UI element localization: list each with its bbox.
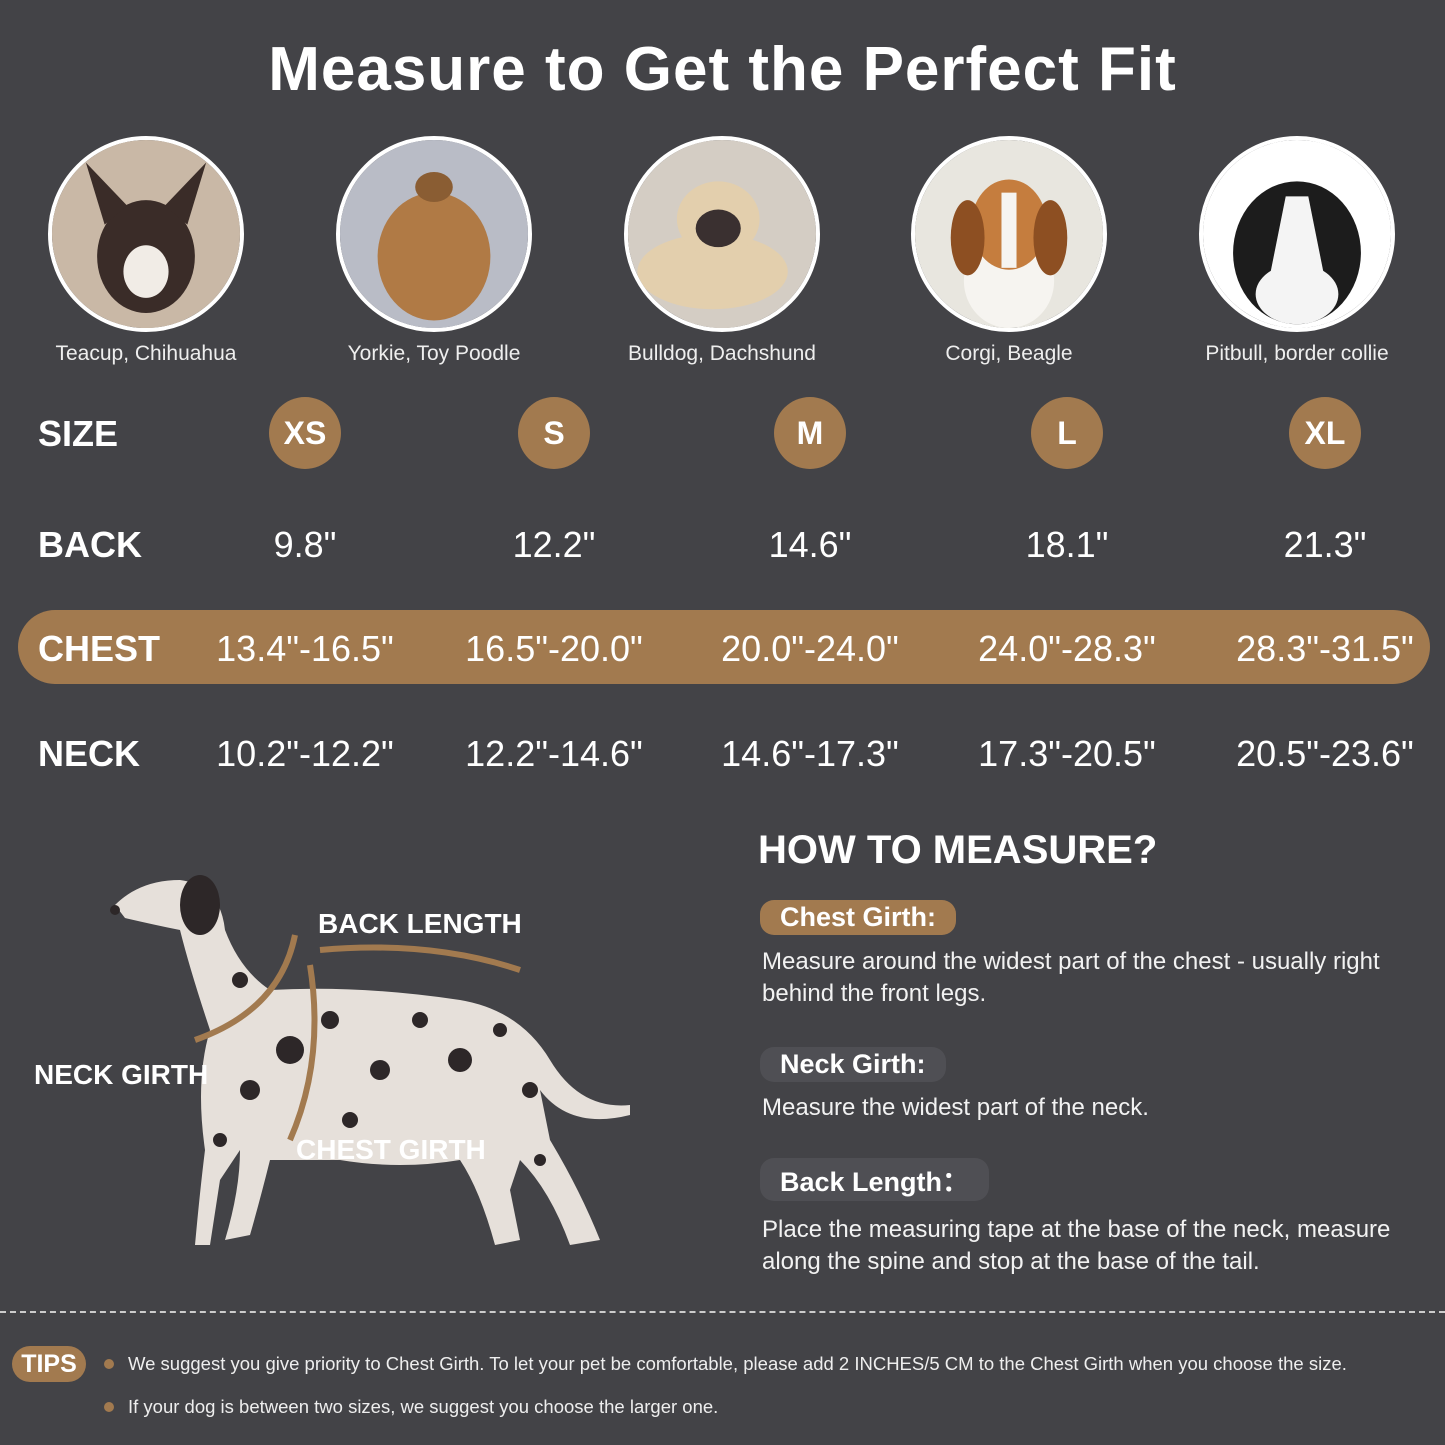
page-title: Measure to Get the Perfect Fit (268, 35, 1177, 104)
chest-row-label: CHEST (38, 628, 161, 669)
size-badge: S (518, 397, 590, 469)
bullet-icon (104, 1359, 114, 1369)
chest-value: 13.4"-16.5" (216, 628, 394, 669)
neck-girth-description: Measure the widest part of the neck. (762, 1094, 1149, 1121)
neck-value: 14.6"-17.3" (721, 733, 899, 774)
tip-text: We suggest you give priority to Chest Gi… (128, 1353, 1347, 1374)
back-length-label: BACK LENGTH (318, 908, 522, 939)
chest-girth-pill: Chest Girth: (760, 900, 957, 935)
breed-label: Corgi, Beagle (945, 342, 1073, 365)
tip-text: If your dog is between two sizes, we sug… (128, 1396, 719, 1417)
back-row-label: BACK (38, 524, 142, 565)
chest-row-highlight (18, 610, 1430, 684)
bullet-icon (104, 1402, 114, 1412)
chest-girth-description: Measure around the widest part of the ch… (762, 948, 1380, 1007)
chest-girth-label: CHEST GIRTH (296, 1134, 486, 1165)
neck-row-label: NECK (38, 733, 141, 774)
neck-value: 10.2"-12.2" (216, 733, 394, 774)
chest-value: 24.0"-28.3" (978, 628, 1156, 669)
neck-value: 17.3"-20.5" (978, 733, 1156, 774)
back-value: 21.3" (1283, 524, 1367, 565)
breed-label: Bulldog, Dachshund (628, 342, 816, 365)
pug-photo (624, 136, 820, 332)
neck-girth-pill: Neck Girth: (760, 1047, 946, 1082)
back-value: 12.2" (512, 524, 596, 565)
size-row-label: SIZE (38, 413, 119, 454)
chest-value: 28.3"-31.5" (1236, 628, 1414, 669)
size-badge: M (774, 397, 846, 469)
tip-item: We suggest you give priority to Chest Gi… (104, 1353, 1347, 1375)
chihuahua-photo (48, 136, 244, 332)
breed-label: Pitbull, border collie (1205, 342, 1389, 365)
border-collie-photo (1199, 136, 1395, 332)
back-length-description: Place the measuring tape at the base of … (762, 1216, 1391, 1275)
tips-badge: TIPS (12, 1346, 86, 1382)
chest-value: 20.0"-24.0" (721, 628, 899, 669)
size-badge: L (1031, 397, 1103, 469)
breed-label: Teacup, Chihuahua (55, 342, 237, 365)
chest-value: 16.5"-20.0" (465, 628, 643, 669)
dashed-divider (0, 1311, 1445, 1313)
how-to-measure-heading: HOW TO MEASURE? (758, 828, 1158, 872)
yorkie-photo (336, 136, 532, 332)
neck-girth-label: NECK GIRTH (34, 1059, 209, 1090)
back-value: 9.8" (273, 524, 337, 565)
back-value: 14.6" (768, 524, 852, 565)
beagle-photo (911, 136, 1107, 332)
dalmatian-diagram (110, 875, 630, 1245)
neck-value: 12.2"-14.6" (465, 733, 643, 774)
size-badge: XL (1289, 397, 1361, 469)
back-length-pill: Back Length： (760, 1158, 990, 1201)
size-badge: XS (269, 397, 341, 469)
back-value: 18.1" (1025, 524, 1109, 565)
neck-value: 20.5"-23.6" (1236, 733, 1414, 774)
breed-label: Yorkie, Toy Poodle (347, 342, 521, 365)
tip-item: If your dog is between two sizes, we sug… (104, 1396, 718, 1418)
